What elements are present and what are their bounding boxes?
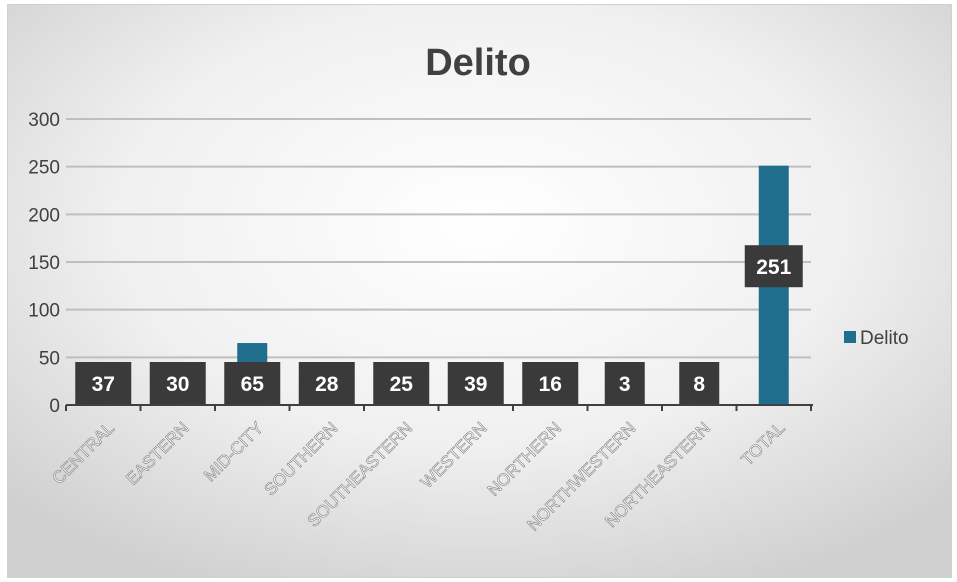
- data-label: 251: [756, 256, 791, 279]
- grid-layer: [66, 118, 811, 359]
- data-label: 37: [92, 373, 115, 396]
- data-label-box: [149, 362, 206, 404]
- y-tick-label: 150: [28, 253, 60, 274]
- data-label: 39: [464, 373, 487, 396]
- legend-label: Delito: [860, 328, 909, 349]
- data-label-box: [522, 362, 579, 404]
- data-label: 8: [693, 373, 705, 396]
- data-label-box: [744, 245, 803, 288]
- y-tick-label: 300: [28, 110, 60, 131]
- data-label-box: [604, 362, 645, 404]
- data-label-box: [679, 362, 720, 404]
- y-tick-label: 50: [39, 348, 60, 369]
- y-tick-label: 0: [49, 396, 60, 417]
- legend: Delito: [844, 328, 909, 349]
- data-label: 30: [166, 373, 189, 396]
- data-label-box: [373, 362, 430, 404]
- chart-frame: Delito 37 30 65 28 25 39 16 3 8 251 0 50 100 150 200 2…: [7, 4, 952, 578]
- data-label: 16: [539, 373, 562, 396]
- data-label-box: [75, 362, 132, 404]
- legend-swatch: [844, 331, 856, 343]
- data-label-box: [224, 362, 281, 404]
- y-tick-label: 100: [28, 301, 60, 322]
- bar-chart: Delito 37 30 65 28 25 39 16 3 8 251 0 50 100 150 200 2…: [8, 5, 951, 577]
- data-label: 25: [390, 373, 414, 396]
- y-tick-label: 200: [28, 205, 60, 226]
- data-label: 3: [619, 373, 631, 396]
- data-label-layer: 37 30 65 28 25 39 16 3 8 251: [75, 245, 803, 404]
- chart-background: [8, 5, 951, 577]
- chart-title: Delito: [425, 42, 531, 84]
- data-label-box: [298, 362, 355, 404]
- data-label: 28: [315, 373, 339, 396]
- data-label: 65: [241, 373, 265, 396]
- data-label-box: [447, 362, 504, 404]
- y-tick-label: 250: [28, 158, 60, 179]
